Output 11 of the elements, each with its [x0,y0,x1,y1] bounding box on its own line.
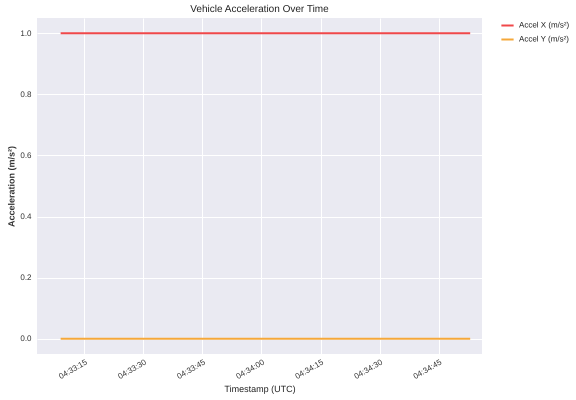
y-tick-label: 0.6 [20,150,32,160]
chart-title: Vehicle Acceleration Over Time [190,4,330,15]
x-axis-title: Timestamp (UTC) [224,384,296,394]
y-tick-label: 0.2 [20,273,32,282]
legend-label: Accel Y (m/s²) [519,34,570,44]
y-tick-label: 1.0 [20,28,32,38]
y-axis-title: Acceleration (m/s²) [6,146,16,228]
y-tick-label: 0.8 [20,90,32,99]
y-tick-label: 0.0 [20,334,32,344]
legend-label: Accel X (m/s²) [519,20,570,30]
y-tick-label: 0.4 [20,212,32,222]
